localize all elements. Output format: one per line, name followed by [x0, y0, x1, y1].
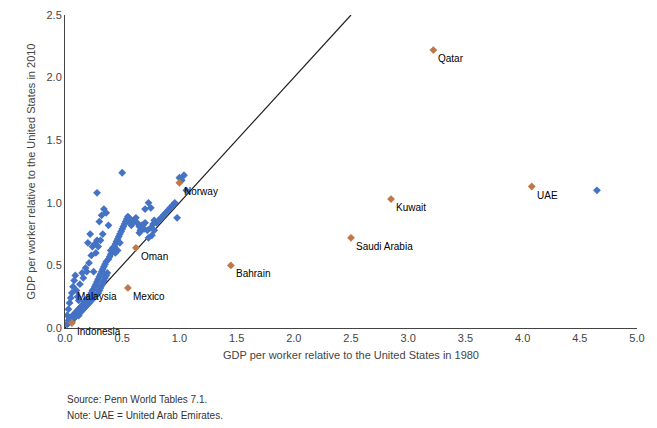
svg-text:4.0: 4.0 [515, 332, 530, 344]
svg-text:Bahrain: Bahrain [236, 268, 270, 279]
svg-text:2.5: 2.5 [47, 9, 62, 21]
svg-text:Norway: Norway [184, 186, 218, 197]
svg-text:1.0: 1.0 [172, 332, 187, 344]
svg-text:5.0: 5.0 [629, 332, 644, 344]
svg-text:Oman: Oman [141, 251, 168, 262]
svg-text:1.5: 1.5 [229, 332, 244, 344]
svg-text:Indonesia: Indonesia [77, 326, 121, 337]
svg-text:Source: Penn World Tables 7.1.: Source: Penn World Tables 7.1. [67, 394, 207, 405]
svg-text:GDP per worker relative to the: GDP per worker relative to the United St… [223, 349, 479, 361]
svg-text:1.0: 1.0 [47, 197, 62, 209]
svg-text:Malaysia: Malaysia [77, 291, 117, 302]
svg-text:Mexico: Mexico [133, 291, 165, 302]
svg-text:GDP per worker relative to the: GDP per worker relative to the United St… [25, 43, 37, 299]
svg-text:4.5: 4.5 [572, 332, 587, 344]
svg-text:Note: UAE = United Arab Emirat: Note: UAE = United Arab Emirates. [67, 410, 223, 421]
svg-text:3.0: 3.0 [401, 332, 416, 344]
svg-text:0.0: 0.0 [47, 322, 62, 334]
svg-text:Qatar: Qatar [438, 53, 464, 64]
svg-text:Saudi Arabia: Saudi Arabia [356, 241, 413, 252]
svg-text:0.5: 0.5 [115, 332, 130, 344]
svg-text:3.5: 3.5 [458, 332, 473, 344]
svg-text:2.0: 2.0 [47, 71, 62, 83]
svg-text:2.5: 2.5 [343, 332, 358, 344]
svg-text:0.0: 0.0 [57, 332, 72, 344]
svg-text:UAE: UAE [537, 190, 558, 201]
svg-text:Kuwait: Kuwait [396, 202, 426, 213]
svg-text:0.5: 0.5 [47, 259, 62, 271]
svg-text:1.5: 1.5 [47, 134, 62, 146]
svg-text:2.0: 2.0 [286, 332, 301, 344]
